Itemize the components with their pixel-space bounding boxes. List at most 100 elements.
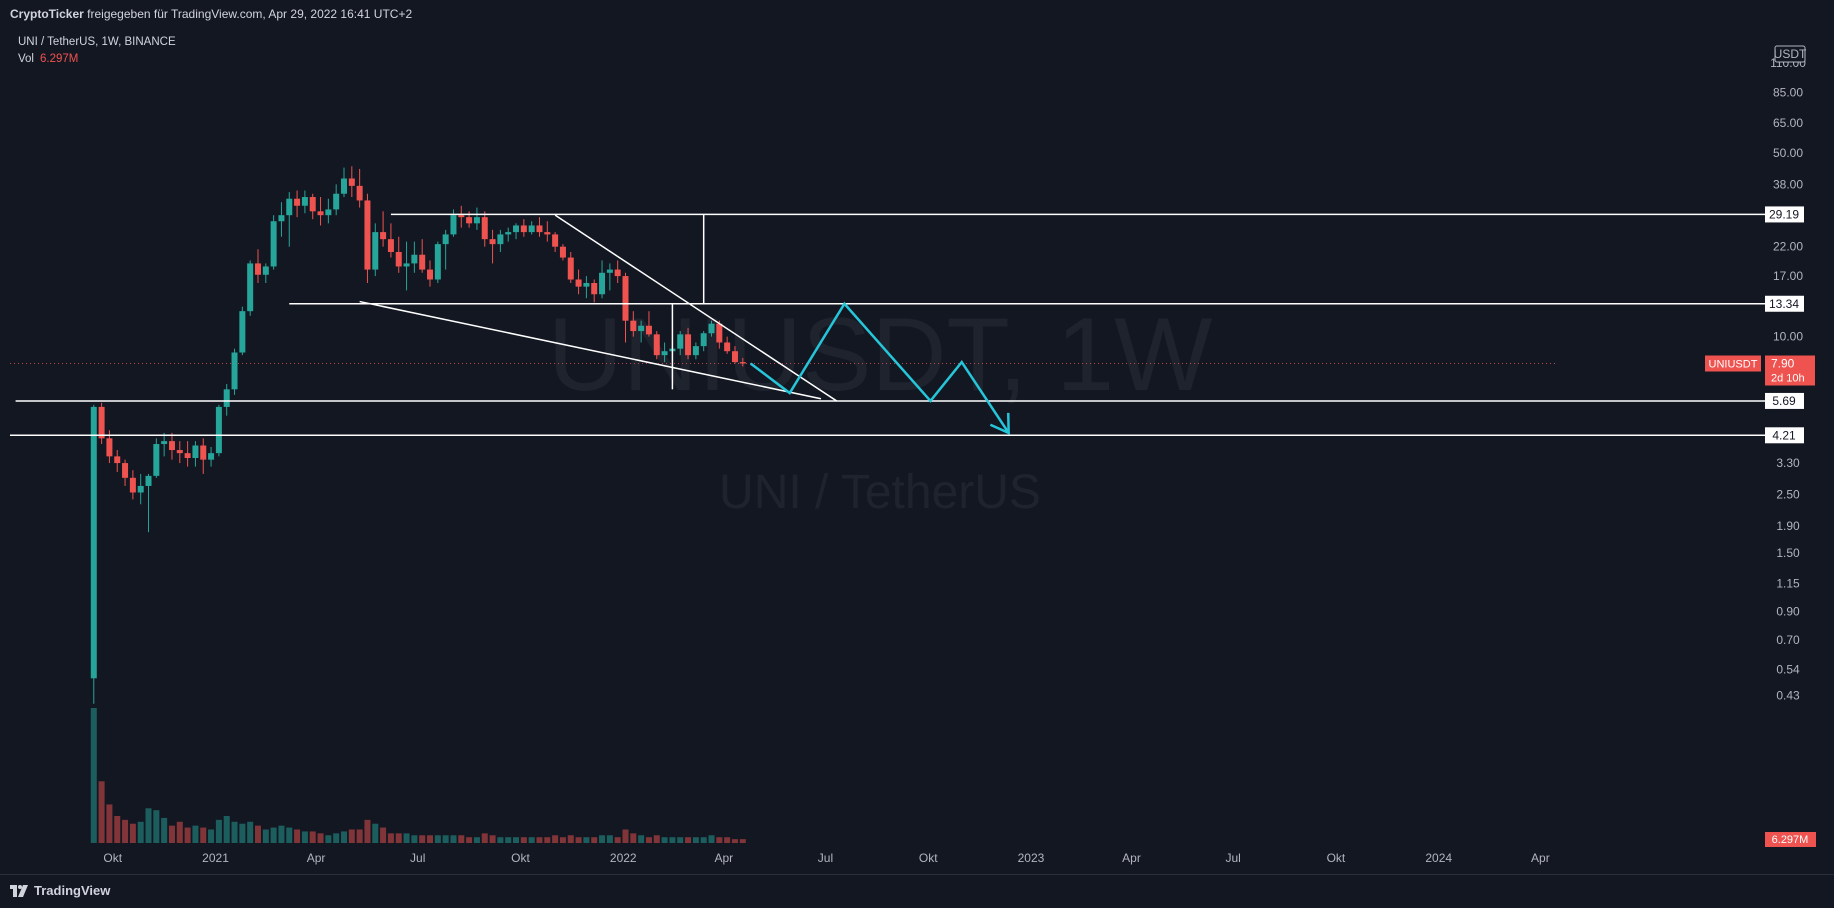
volume-bar [348, 829, 355, 843]
volume-bar [731, 839, 738, 843]
volume-bar [184, 827, 191, 843]
candle-body [552, 234, 559, 247]
candle-body [724, 342, 731, 352]
volume-bar [192, 825, 199, 843]
volume-bar [434, 835, 441, 843]
time-tick-label: Apr [1122, 851, 1141, 865]
volume-bar [700, 837, 707, 843]
candle-body [356, 185, 363, 201]
price-tick-label: 65.00 [1773, 116, 1803, 130]
candle-body [90, 406, 97, 679]
candle-body [184, 453, 191, 459]
candle-body [137, 485, 144, 493]
time-tick-label: Okt [511, 851, 530, 865]
volume-bar [575, 837, 582, 843]
candle-body [122, 463, 129, 478]
volume-legend[interactable]: Vol 6.297M [18, 51, 176, 68]
candle-body [614, 269, 621, 277]
volume-bar [294, 829, 301, 843]
candle-body [583, 283, 590, 287]
volume-bar [520, 837, 527, 843]
volume-bar [278, 825, 285, 843]
price-tick-label: 0.70 [1776, 633, 1800, 647]
watermark-symbol: UNIUSDT, 1W [548, 297, 1212, 413]
volume-bar [145, 808, 152, 843]
volume-bar [168, 825, 175, 843]
volume-bar [200, 827, 207, 843]
volume-bar [716, 837, 723, 843]
trendline [359, 300, 822, 400]
time-tick-label: 2022 [610, 851, 637, 865]
time-tick-label: Apr [714, 851, 733, 865]
price-tick-label: 1.50 [1776, 546, 1800, 560]
volume-bar [356, 829, 363, 843]
candle-body [677, 334, 684, 349]
volume-bar [505, 837, 512, 843]
candle-body [114, 456, 121, 464]
volume-bar [254, 825, 261, 843]
candle-body [591, 283, 598, 295]
projection-path [749, 301, 1010, 434]
candle-body [325, 209, 332, 216]
candle-body [505, 232, 512, 235]
price-tick-label: 17.00 [1773, 269, 1803, 283]
price-tick-label: 50.00 [1773, 146, 1803, 160]
volume-bar [153, 810, 160, 843]
volume-bar [325, 835, 332, 843]
volume-bar [114, 816, 121, 843]
volume-bars [90, 708, 746, 843]
candle-body [497, 234, 504, 245]
price-tick-label: 2.50 [1776, 488, 1800, 502]
volume-bar [583, 837, 590, 843]
level-label: 4.21 [1772, 428, 1796, 442]
volume-bar [630, 833, 637, 843]
candle-body [442, 234, 449, 245]
volume-bar [215, 819, 222, 843]
candle-body [739, 362, 746, 364]
volume-bar [442, 835, 449, 843]
candle-body [708, 323, 715, 334]
candle-body [450, 215, 457, 235]
publish-info: freigegeben für TradingView.com, Apr 29,… [87, 7, 413, 21]
volume-bar [317, 833, 324, 843]
candle-body [317, 211, 324, 216]
volume-bar [692, 837, 699, 843]
author-name: CryptoTicker [10, 7, 84, 21]
volume-bar [528, 837, 535, 843]
candle-body [380, 232, 387, 240]
candle-body [411, 254, 418, 264]
candle-body [153, 444, 160, 476]
candle-body [606, 269, 613, 273]
volume-bar [309, 831, 316, 843]
candle-body [716, 323, 723, 343]
volume-bar [685, 837, 692, 843]
candle-body [567, 257, 574, 280]
time-tick-label: 2023 [1018, 851, 1045, 865]
level-label-box [1765, 295, 1804, 312]
tradingview-brand: TradingView [34, 883, 111, 898]
candle-body [427, 269, 434, 280]
symbol-tag-box [1705, 355, 1761, 372]
axis-unit-label: USDT [1774, 47, 1807, 61]
volume-bar [614, 837, 621, 843]
tradingview-logo[interactable]: TradingView [10, 883, 110, 898]
symbol-line[interactable]: UNI / TetherUS, 1W, BINANCE [18, 36, 176, 48]
volume-bar [466, 837, 473, 843]
volume-bar [552, 835, 559, 843]
time-tick-label: Okt [919, 851, 938, 865]
candle-body [247, 263, 254, 312]
candle-body [731, 351, 738, 363]
volume-bar [98, 781, 105, 843]
volume-bar [122, 819, 129, 843]
time-tick-label: Apr [307, 851, 326, 865]
volume-bar [247, 821, 254, 843]
volume-bar [161, 817, 168, 843]
time-tick-label: Okt [1327, 851, 1346, 865]
volume-bar [286, 827, 293, 843]
level-label: 29.19 [1769, 207, 1799, 221]
price-tick-label: 0.43 [1776, 689, 1800, 703]
candle-body [692, 346, 699, 356]
candle-body [481, 217, 488, 240]
volume-bar [645, 837, 652, 843]
